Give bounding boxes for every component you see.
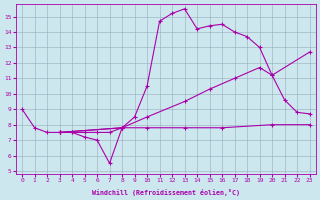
X-axis label: Windchill (Refroidissement éolien,°C): Windchill (Refroidissement éolien,°C): [92, 189, 240, 196]
